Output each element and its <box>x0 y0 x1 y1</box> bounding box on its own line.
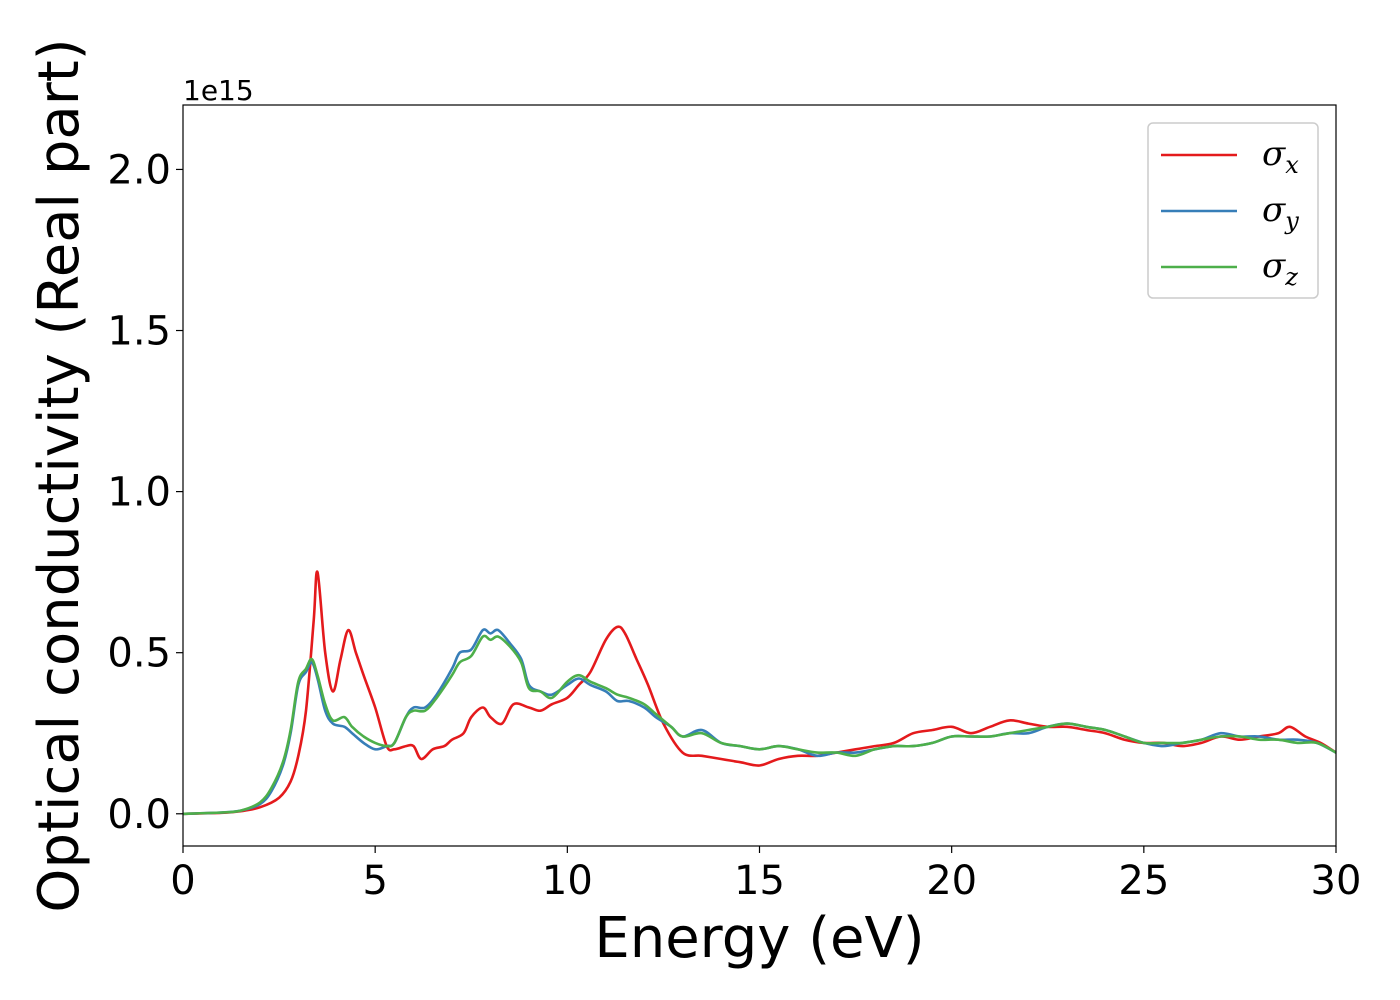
x-tick-label: 5 <box>362 858 387 904</box>
legend-label-x: σx <box>1262 134 1299 179</box>
x-tick-label: 30 <box>1311 858 1362 904</box>
y-offset-label: 1e15 <box>183 74 254 107</box>
y-tick-label: 1.0 <box>107 470 171 516</box>
legend: σx σy σz <box>1147 122 1319 299</box>
x-axis: 0 5 10 15 20 25 30 <box>170 846 1361 904</box>
x-axis-label: Energy (eV) <box>594 906 924 971</box>
x-tick-label: 10 <box>542 858 593 904</box>
legend-label-z: σz <box>1262 246 1298 291</box>
series-line-x <box>182 570 1337 816</box>
y-tick-label: 2.0 <box>107 147 171 193</box>
legend-label-y: σy <box>1262 190 1299 235</box>
x-tick-label: 15 <box>734 858 785 904</box>
series-line-z <box>182 634 1337 816</box>
x-tick-label: 20 <box>926 858 977 904</box>
y-axis: 0.0 0.5 1.0 1.5 2.0 <box>107 147 183 838</box>
y-tick-label: 0.5 <box>107 631 171 677</box>
y-tick-label: 1.5 <box>107 309 171 355</box>
series-layer <box>182 570 1337 816</box>
y-tick-label: 0.0 <box>107 792 171 838</box>
x-tick-label: 25 <box>1118 858 1169 904</box>
x-tick-label: 0 <box>170 858 195 904</box>
y-axis-label: Optical conductivity (Real part) <box>27 38 92 912</box>
